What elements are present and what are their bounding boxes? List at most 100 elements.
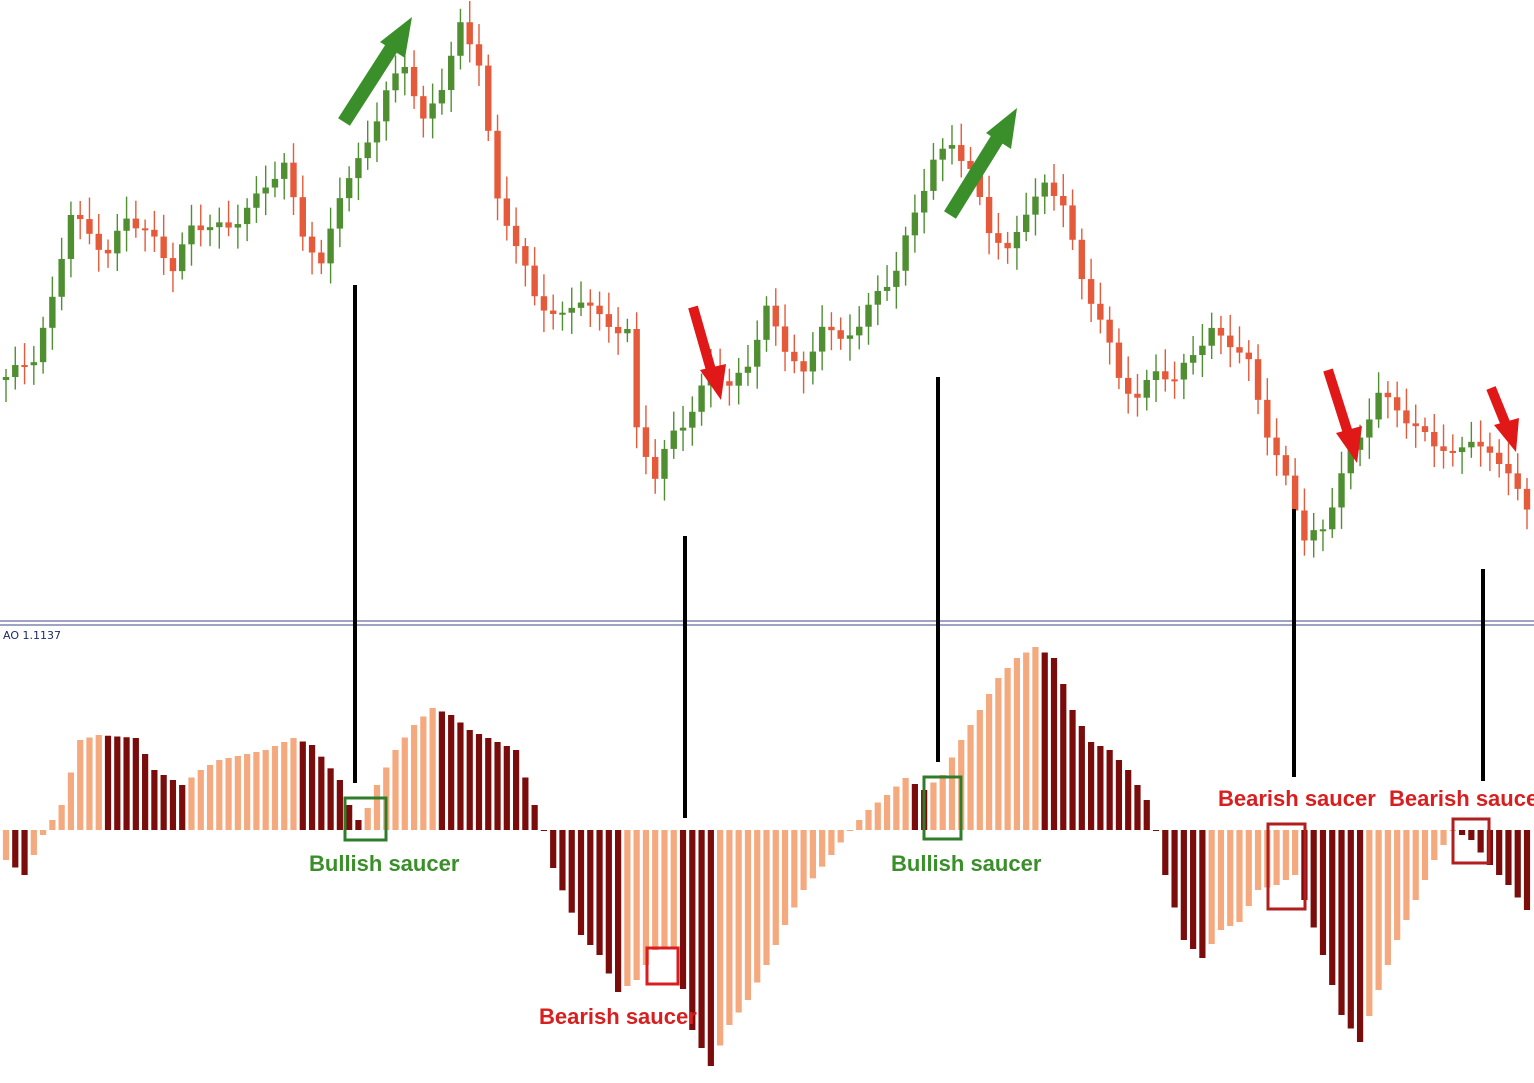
ao-bar [1088,742,1095,830]
candle [234,204,242,249]
candle [633,312,640,449]
ao-bar [819,830,826,867]
ao-bar [1190,830,1197,949]
candle [809,332,817,385]
candle [104,239,112,268]
ao-bar [1310,830,1317,928]
ao-bar [1143,800,1150,830]
ao-bar [577,830,585,935]
ao-bar [1217,830,1225,930]
ao-bar [327,768,334,830]
candle [1245,340,1252,382]
ao-bar [1050,658,1058,830]
candle [1227,314,1234,368]
candle [1384,381,1392,419]
candle [299,175,306,251]
bullish-saucer-label-2: Bullish saucer [891,851,1042,876]
ao-bar [262,750,269,830]
candle [485,54,492,142]
candle [661,440,668,501]
ao-bar [225,758,232,830]
candle [1134,373,1141,417]
pane-separator[interactable] [0,620,1534,626]
ao-bar [1208,830,1215,944]
ao-bar [1384,830,1391,965]
ao-bar [893,786,900,830]
ao-bar [77,740,84,830]
candle [670,411,677,459]
ao-bar [39,830,47,835]
ao-bar [1375,830,1382,990]
ao-bar [1273,830,1280,885]
ao-bar [466,730,473,830]
ao-bar [1421,830,1429,880]
ao-bar [429,708,436,830]
candle [522,238,529,287]
candle [1412,404,1419,448]
candle [243,198,251,242]
ao-bar [967,725,974,830]
bullish-saucer-box-1 [343,796,388,842]
candle [318,239,325,275]
candle [605,292,613,343]
ao-bar [475,734,483,830]
candle [169,242,177,293]
candle [383,81,390,141]
candle [188,204,195,266]
ao-bar [522,777,529,830]
candle [225,200,232,237]
saucer-labels: Bullish saucer Bearish saucer Bullish sa… [309,786,1534,1029]
ao-bar [874,802,881,830]
candle [1004,231,1011,264]
candle [1236,326,1243,364]
candle [308,221,316,275]
candle [373,102,381,162]
ao-bar [540,830,548,831]
candle [12,346,19,390]
ao-bar [707,830,714,1066]
candle [1013,215,1021,270]
candle [86,197,93,245]
candle [364,120,371,170]
ao-bar [679,830,687,989]
ao-bar [179,785,186,830]
ao-bar [2,830,10,860]
trend-arrows [338,17,1519,463]
candle [865,292,872,345]
ao-bar [392,750,399,830]
candle [197,204,204,247]
candle [1393,381,1401,428]
bullish-saucer-label-1: Bullish saucer [309,851,460,876]
ao-bar [642,830,650,965]
candle [1431,413,1438,468]
candle [568,287,575,334]
candle [1143,369,1150,411]
candle [1125,356,1132,414]
candle [179,232,186,280]
candle [475,24,483,86]
ao-bar [1514,830,1521,898]
ao-bar [670,830,677,948]
candle [21,343,28,385]
ao-bar [1199,830,1206,958]
ao-bar [494,742,501,830]
candle [1171,361,1178,399]
bullish-saucer-box-2 [922,775,963,841]
candle [1078,228,1086,300]
bearish-saucer-label-3: Bearish saucer [1389,786,1534,811]
ao-bar [142,754,149,830]
candle [837,317,844,350]
candle [512,207,520,264]
candle [1022,192,1030,242]
ao-bar [652,830,659,950]
ao-bar [512,750,520,830]
ao-bar [1041,652,1048,830]
candle [559,301,566,331]
ao-bar [1329,830,1336,985]
candle [1087,258,1095,323]
ao-bar [1403,830,1410,920]
candle [540,274,548,333]
candle [652,439,659,494]
candle [902,226,909,286]
ao-bar [800,830,807,890]
